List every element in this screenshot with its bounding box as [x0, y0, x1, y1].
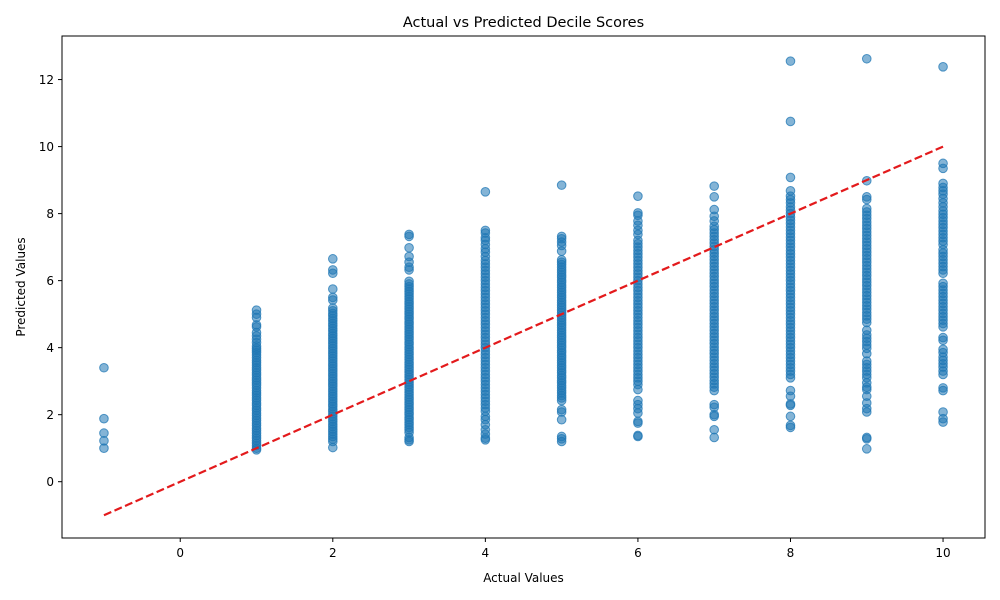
data-point — [328, 268, 338, 279]
data-point — [556, 436, 567, 447]
data-point — [556, 246, 567, 256]
data-point — [99, 413, 109, 424]
data-point — [709, 432, 720, 443]
data-point — [556, 180, 567, 190]
data-point — [785, 56, 796, 66]
data-point — [785, 422, 796, 433]
data-point — [404, 242, 414, 253]
data-point — [404, 231, 414, 242]
data-point — [99, 443, 109, 453]
data-point — [938, 268, 948, 279]
data-point — [328, 442, 338, 453]
data-point — [938, 322, 948, 332]
data-point — [861, 53, 872, 64]
x-tick-label: 10 — [935, 546, 950, 560]
x-tick-label: 0 — [176, 546, 184, 560]
y-tick-label: 10 — [39, 140, 54, 154]
data-point — [404, 265, 414, 275]
data-point — [785, 411, 796, 422]
data-point — [328, 295, 338, 305]
data-point — [99, 362, 109, 373]
x-tick-label: 4 — [482, 546, 490, 560]
data-point — [709, 192, 720, 202]
data-point — [633, 408, 643, 418]
data-point — [938, 163, 948, 174]
data-point — [785, 373, 796, 383]
reference-line — [103, 145, 944, 517]
plot-area — [62, 36, 985, 538]
data-point — [709, 385, 720, 396]
data-point — [938, 417, 948, 427]
data-point — [938, 335, 948, 346]
data-point — [938, 369, 948, 380]
y-tick-label: 12 — [39, 73, 54, 87]
y-tick-label: 8 — [46, 207, 54, 221]
data-point — [861, 434, 872, 444]
x-tick-label: 2 — [329, 546, 337, 560]
y-axis-title: Predicted Values — [14, 237, 28, 336]
y-tick-label: 2 — [46, 408, 54, 422]
x-tick-label: 8 — [787, 546, 795, 560]
data-point — [938, 62, 948, 72]
data-point — [328, 284, 338, 294]
data-point — [785, 116, 796, 127]
data-point — [480, 435, 491, 445]
x-axis-ticks: 0 2 4 6 8 10 — [176, 538, 951, 560]
data-point — [938, 385, 948, 396]
data-point — [861, 407, 872, 417]
data-point — [556, 414, 567, 425]
data-point — [785, 400, 796, 411]
y-tick-label: 6 — [46, 274, 54, 288]
data-point — [861, 444, 872, 454]
data-point — [709, 181, 720, 191]
data-point — [328, 254, 338, 264]
chart-title: Actual vs Predicted Decile Scores — [403, 15, 644, 31]
data-point — [404, 436, 414, 447]
data-point — [633, 431, 643, 442]
data-points — [99, 53, 948, 455]
data-point — [556, 395, 567, 406]
x-tick-label: 6 — [634, 546, 642, 560]
data-point — [709, 411, 720, 422]
reference-line-layer — [103, 145, 944, 517]
data-point — [633, 191, 643, 201]
data-point — [633, 384, 643, 395]
plot-frame — [61, 35, 986, 539]
data-point — [861, 194, 872, 205]
data-point — [785, 172, 796, 183]
y-axis-ticks: 0 2 4 6 8 10 12 — [39, 73, 62, 489]
y-tick-label: 4 — [46, 341, 54, 355]
y-tick-label: 0 — [46, 475, 54, 489]
data-point — [480, 187, 491, 197]
data-point — [633, 418, 643, 428]
x-axis-title: Actual Values — [483, 571, 564, 585]
